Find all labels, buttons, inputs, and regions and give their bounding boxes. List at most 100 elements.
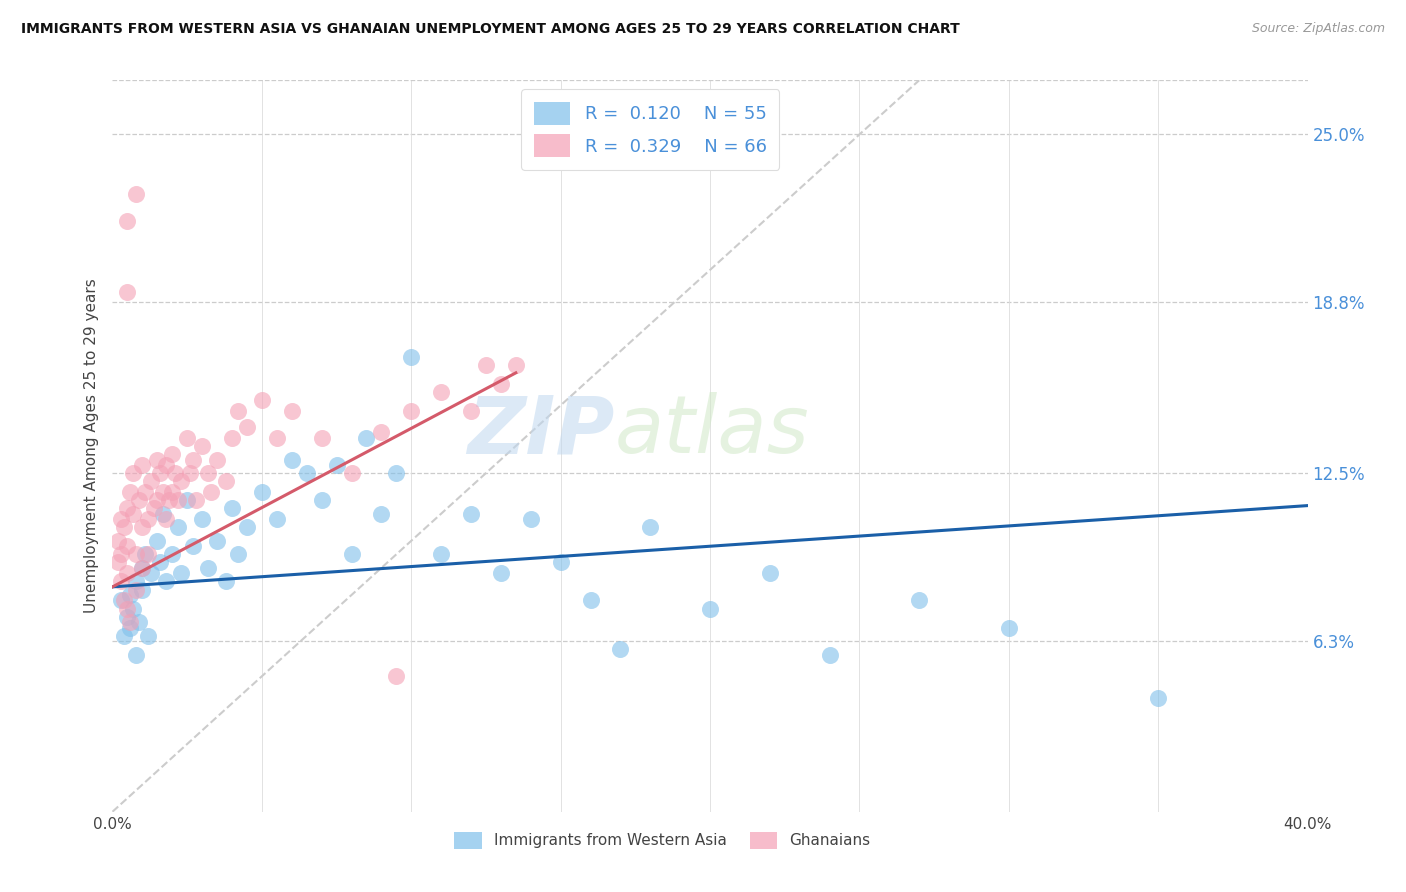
- Point: [170, 474, 193, 488]
- Point: [266, 431, 288, 445]
- Point: [162, 485, 183, 500]
- Point: [226, 404, 249, 418]
- Point: [165, 466, 187, 480]
- Point: [356, 431, 378, 445]
- Point: [191, 512, 214, 526]
- Point: [460, 404, 482, 418]
- Point: [117, 601, 139, 615]
- Point: [138, 512, 160, 526]
- Point: [128, 493, 150, 508]
- Point: [117, 566, 139, 581]
- Point: [221, 501, 243, 516]
- Point: [579, 593, 602, 607]
- Point: [998, 620, 1021, 634]
- Point: [117, 539, 139, 553]
- Point: [122, 601, 145, 615]
- Point: [155, 512, 177, 526]
- Point: [759, 566, 782, 581]
- Point: [340, 547, 363, 561]
- Point: [143, 501, 166, 516]
- Point: [110, 547, 132, 561]
- Point: [146, 533, 169, 548]
- Point: [385, 466, 408, 480]
- Point: [191, 439, 214, 453]
- Point: [134, 485, 156, 500]
- Point: [215, 574, 238, 589]
- Point: [131, 520, 153, 534]
- Point: [170, 566, 193, 581]
- Point: [152, 507, 174, 521]
- Point: [401, 350, 423, 364]
- Point: [640, 520, 662, 534]
- Point: [114, 629, 135, 643]
- Point: [120, 485, 142, 500]
- Point: [340, 466, 363, 480]
- Y-axis label: Unemployment Among Ages 25 to 29 years: Unemployment Among Ages 25 to 29 years: [84, 278, 100, 614]
- Point: [125, 547, 148, 561]
- Point: [370, 507, 392, 521]
- Point: [460, 507, 482, 521]
- Point: [146, 452, 169, 467]
- Point: [141, 566, 163, 581]
- Point: [155, 458, 177, 472]
- Point: [114, 520, 135, 534]
- Point: [489, 376, 512, 391]
- Point: [236, 420, 259, 434]
- Point: [430, 384, 453, 399]
- Point: [226, 547, 249, 561]
- Point: [125, 574, 148, 589]
- Point: [181, 539, 204, 553]
- Text: Source: ZipAtlas.com: Source: ZipAtlas.com: [1251, 22, 1385, 36]
- Point: [120, 588, 142, 602]
- Point: [110, 593, 132, 607]
- Point: [250, 392, 273, 407]
- Legend: Immigrants from Western Asia, Ghanaians: Immigrants from Western Asia, Ghanaians: [449, 825, 876, 855]
- Point: [179, 466, 201, 480]
- Point: [122, 466, 145, 480]
- Point: [167, 493, 190, 508]
- Point: [146, 493, 169, 508]
- Point: [197, 561, 219, 575]
- Point: [221, 431, 243, 445]
- Point: [131, 561, 153, 575]
- Point: [107, 533, 129, 548]
- Point: [908, 593, 931, 607]
- Point: [205, 452, 228, 467]
- Point: [120, 615, 142, 629]
- Point: [107, 556, 129, 570]
- Text: atlas: atlas: [614, 392, 810, 470]
- Point: [125, 187, 148, 202]
- Point: [370, 425, 392, 440]
- Point: [117, 285, 139, 299]
- Point: [311, 493, 333, 508]
- Point: [120, 620, 142, 634]
- Point: [157, 493, 180, 508]
- Point: [122, 507, 145, 521]
- Point: [505, 358, 527, 372]
- Point: [281, 452, 304, 467]
- Point: [311, 431, 333, 445]
- Point: [1147, 690, 1170, 705]
- Point: [138, 547, 160, 561]
- Point: [699, 601, 721, 615]
- Point: [550, 556, 572, 570]
- Point: [489, 566, 512, 581]
- Point: [117, 501, 139, 516]
- Point: [385, 669, 408, 683]
- Point: [138, 629, 160, 643]
- Point: [117, 214, 139, 228]
- Point: [131, 458, 153, 472]
- Point: [475, 358, 498, 372]
- Point: [125, 582, 148, 597]
- Point: [401, 404, 423, 418]
- Point: [325, 458, 347, 472]
- Point: [176, 493, 198, 508]
- Point: [609, 642, 631, 657]
- Point: [281, 404, 304, 418]
- Text: IMMIGRANTS FROM WESTERN ASIA VS GHANAIAN UNEMPLOYMENT AMONG AGES 25 TO 29 YEARS : IMMIGRANTS FROM WESTERN ASIA VS GHANAIAN…: [21, 22, 960, 37]
- Point: [131, 561, 153, 575]
- Point: [152, 485, 174, 500]
- Point: [125, 648, 148, 662]
- Point: [131, 582, 153, 597]
- Point: [295, 466, 318, 480]
